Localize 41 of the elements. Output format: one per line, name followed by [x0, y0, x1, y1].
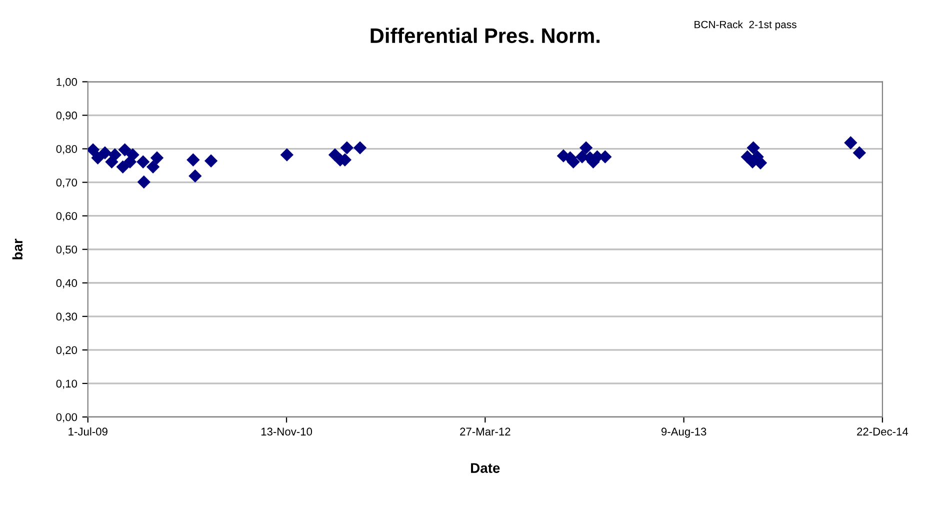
point: [353, 141, 367, 154]
x-axis-title: Date: [471, 463, 500, 473]
x-tick-label: 1-Jul-09: [68, 427, 108, 436]
y-tick-label: 0,00: [56, 413, 78, 422]
point: [91, 151, 104, 164]
point: [579, 141, 593, 154]
point: [746, 141, 760, 154]
y-tick-label: 0,80: [56, 145, 78, 154]
point: [146, 160, 160, 174]
y-tick-label: 0,50: [56, 246, 78, 255]
x-tick-label: 22-Dec-14: [857, 428, 908, 436]
point: [108, 148, 122, 162]
y-tick-label: 1,00: [56, 78, 78, 88]
y-tick-label: 0,70: [56, 178, 78, 188]
y-tick-label: 0,40: [56, 279, 78, 288]
point: [150, 151, 164, 164]
point: [136, 155, 150, 168]
chart-title: Differential Pres. Norm.: [370, 28, 600, 44]
point: [340, 141, 354, 154]
y-tick-label: 0,60: [56, 212, 78, 222]
point: [852, 146, 866, 160]
x-tick-label: 27-Mar-12: [460, 428, 510, 436]
point: [188, 169, 202, 183]
point: [88, 143, 100, 156]
point: [137, 175, 150, 189]
point: [204, 154, 218, 168]
y-tick-label: 0,90: [56, 112, 78, 121]
point: [844, 136, 858, 150]
text: BCN-Rack 2-1st pass: [694, 20, 796, 30]
point: [98, 146, 112, 160]
point: [116, 160, 130, 174]
y-tick-label: 0,30: [56, 312, 78, 322]
y-axis-title: bar: [12, 238, 23, 260]
x-tick-label: 9-Aug-13: [661, 428, 706, 438]
y-tick-label: 0,20: [56, 346, 78, 356]
point: [118, 143, 132, 156]
point: [126, 148, 140, 162]
y-tick-label: 0,10: [56, 380, 78, 389]
point: [186, 153, 200, 166]
point: [280, 148, 294, 162]
x-tick-label: 13-Nov-10: [261, 428, 312, 436]
